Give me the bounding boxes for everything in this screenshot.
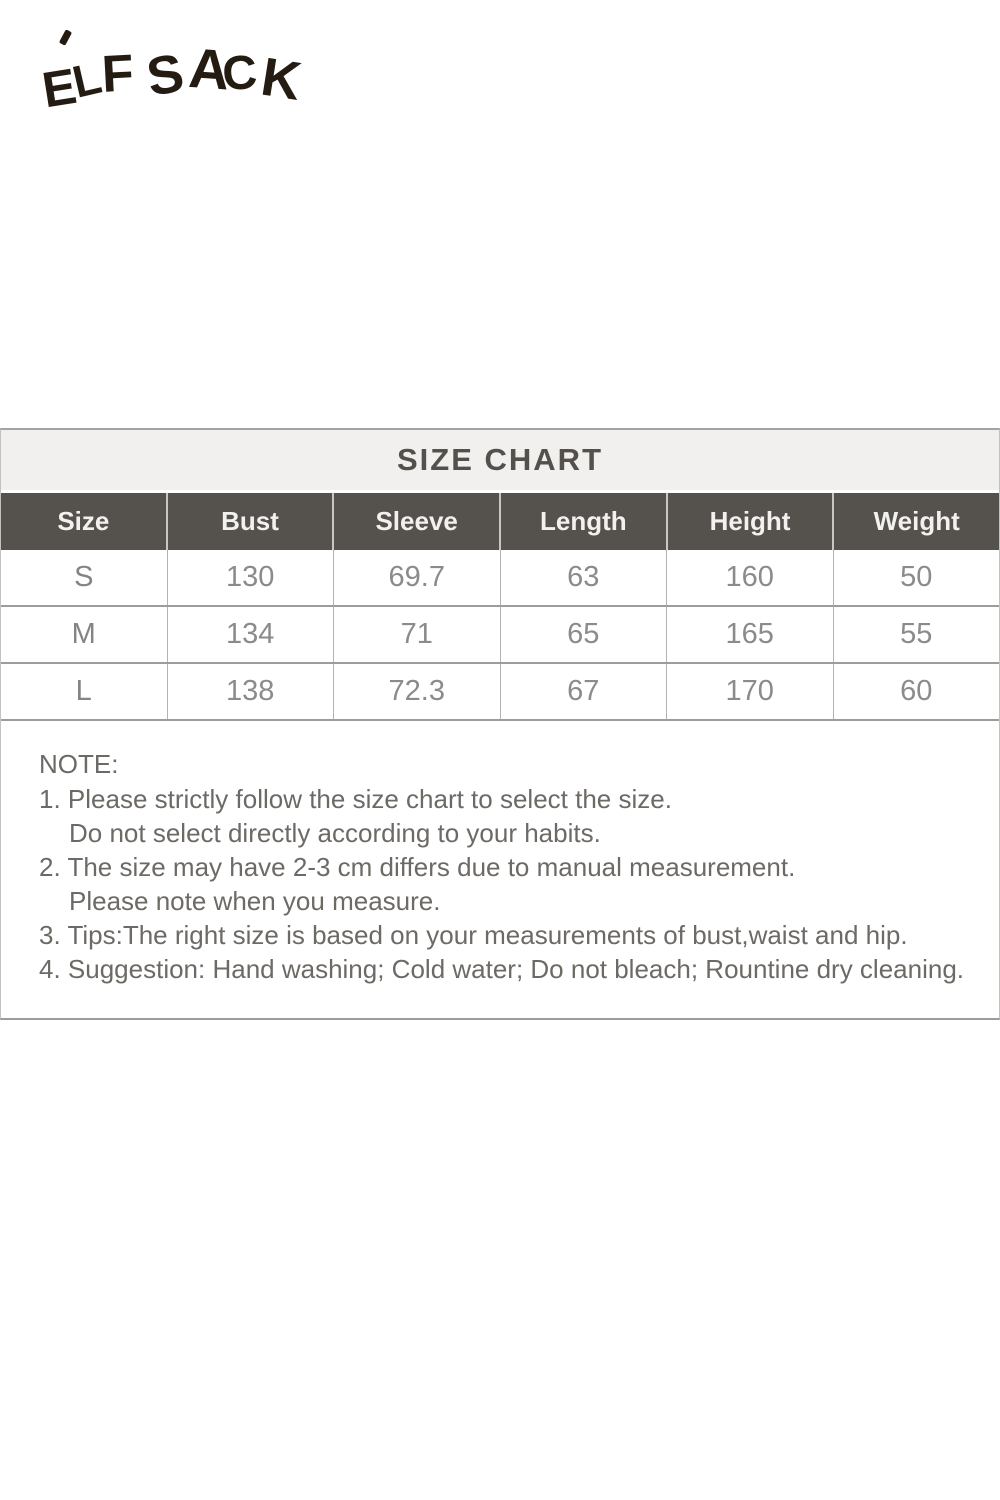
- table-cell: 69.7: [333, 550, 500, 605]
- table-cell: 60: [832, 664, 1000, 719]
- size-chart-title-band: SIZE CHART: [1, 430, 999, 493]
- table-cell: 63: [499, 550, 667, 605]
- logo-letter: C: [220, 45, 259, 102]
- note-heading: NOTE:: [39, 749, 119, 779]
- table-header-row: Size Bust Sleeve Length Height Weight: [1, 493, 999, 550]
- note-line: 3. Tips:The right size is based on your …: [39, 920, 908, 950]
- header-cell-weight: Weight: [832, 493, 999, 550]
- header-cell-height: Height: [665, 493, 833, 550]
- header-cell-length: Length: [499, 493, 666, 550]
- header-cell-bust: Bust: [165, 493, 333, 550]
- table-cell: 55: [832, 607, 1000, 662]
- note-line: 1. Please strictly follow the size chart…: [39, 784, 672, 814]
- table-cell: L: [75, 675, 92, 707]
- table-cell: M: [71, 618, 96, 650]
- header-cell-size: Size: [57, 506, 110, 536]
- size-chart-section: SIZE CHART Size Bust Sleeve Length Heigh…: [0, 428, 1000, 1020]
- table-cell: 130: [166, 550, 334, 605]
- table-row-m: M 134 71 65 165 55: [1, 607, 999, 664]
- table-cell: 65: [499, 607, 667, 662]
- logo-letter: S: [141, 42, 188, 109]
- table-cell: 160: [666, 550, 833, 605]
- table-row-s: S 130 69.7 63 160 50: [1, 550, 999, 607]
- table-cell: 170: [666, 664, 833, 719]
- note-line: Please note when you measure.: [69, 886, 441, 916]
- table-cell: 134: [166, 607, 334, 662]
- table-cell: S: [74, 561, 94, 593]
- note-section: NOTE: 1. Please strictly follow the size…: [1, 721, 999, 986]
- header-cell-sleeve: Sleeve: [332, 493, 499, 550]
- table-cell: 138: [166, 664, 334, 719]
- table-cell: 50: [832, 550, 1000, 605]
- brand-logo: E LF SACK: [39, 29, 305, 124]
- size-chart-title: SIZE CHART: [397, 442, 603, 477]
- table-cell: 165: [666, 607, 833, 662]
- logo-accent-mark: [58, 29, 73, 46]
- note-line: 4. Suggestion: Hand washing; Cold water;…: [39, 954, 965, 984]
- table-cell: 71: [333, 607, 500, 662]
- note-line: Do not select directly according to your…: [69, 818, 601, 848]
- note-line: 2. The size may have 2-3 cm differs due …: [39, 852, 796, 882]
- logo-letter: K: [257, 46, 305, 112]
- table-cell: 72.3: [333, 664, 500, 719]
- table-row-l: L 138 72.3 67 170 60: [1, 664, 999, 721]
- table-cell: 67: [499, 664, 667, 719]
- logo-letter: F: [100, 44, 135, 104]
